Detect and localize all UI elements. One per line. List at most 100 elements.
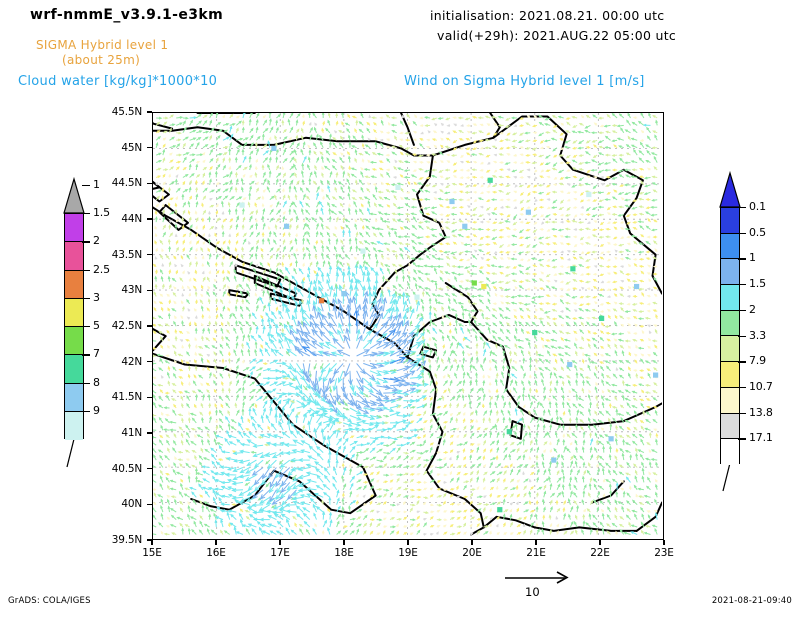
y-axis-label: 44.5N bbox=[111, 177, 142, 190]
wind-vector bbox=[563, 338, 571, 342]
wind-vector bbox=[159, 254, 164, 260]
wind-vector bbox=[329, 519, 333, 528]
wind-vector bbox=[269, 217, 274, 223]
wind-vector bbox=[538, 317, 544, 321]
wind-vector bbox=[404, 131, 411, 135]
wind-vector bbox=[416, 331, 426, 342]
wind-vector bbox=[202, 470, 210, 476]
wind-vector bbox=[546, 175, 551, 179]
wind-vector bbox=[199, 520, 204, 528]
wind-vector bbox=[463, 509, 468, 513]
wind-vector bbox=[598, 199, 604, 203]
wind-vector bbox=[483, 410, 488, 416]
wind-vector bbox=[174, 335, 178, 342]
wind-vector bbox=[326, 245, 331, 253]
wind-vector bbox=[449, 412, 454, 417]
wind-vector bbox=[182, 173, 189, 178]
wind-vector bbox=[565, 130, 571, 134]
wind-vector bbox=[476, 495, 484, 499]
wind-vector bbox=[289, 377, 296, 381]
colorbar-tick-label: 0.5 bbox=[749, 225, 766, 239]
wind-vector bbox=[376, 152, 384, 156]
wind-vector bbox=[363, 240, 371, 245]
wind-vector bbox=[562, 410, 566, 416]
wind-vector bbox=[492, 302, 497, 306]
wind-vector bbox=[586, 321, 591, 327]
wind-vector bbox=[402, 500, 406, 505]
wind-vector bbox=[229, 141, 232, 148]
wind-vector bbox=[413, 181, 418, 186]
wind-vector bbox=[227, 409, 231, 416]
wind-vector bbox=[255, 158, 259, 163]
wind-vector bbox=[560, 336, 565, 342]
wind-vector bbox=[564, 213, 571, 217]
wind-vector bbox=[546, 228, 551, 232]
wind-vector bbox=[615, 530, 619, 535]
wind-vector bbox=[173, 403, 177, 409]
wind-vector bbox=[175, 166, 180, 171]
wind-vector bbox=[440, 122, 444, 126]
wind-vector bbox=[369, 471, 375, 476]
wind-vector bbox=[585, 272, 591, 276]
wind-vector bbox=[645, 159, 651, 164]
wind-vector bbox=[276, 262, 280, 267]
map-plot-area[interactable] bbox=[152, 112, 664, 540]
wind-vector bbox=[605, 184, 611, 187]
wind-vector bbox=[478, 299, 484, 305]
cloud-water-cell bbox=[360, 248, 366, 254]
wind-vector bbox=[188, 486, 197, 491]
wind-vector bbox=[405, 191, 411, 194]
wind-vector bbox=[208, 171, 212, 178]
wind-vector bbox=[249, 388, 256, 394]
wind-vector bbox=[598, 485, 605, 491]
wind-vector bbox=[194, 314, 198, 319]
wind-vector bbox=[298, 267, 304, 275]
y-axis-tick bbox=[147, 325, 152, 327]
wind-vector bbox=[483, 439, 486, 446]
wind-vector bbox=[321, 195, 325, 200]
wind-vector bbox=[624, 389, 631, 394]
wind-vector bbox=[461, 349, 465, 357]
wind-vector bbox=[469, 532, 474, 536]
wind-vector bbox=[449, 477, 454, 483]
wind-vector bbox=[433, 196, 438, 201]
wind-vector bbox=[503, 316, 511, 320]
wind-vector bbox=[406, 113, 411, 119]
wind-vector bbox=[351, 271, 358, 282]
wind-vector bbox=[589, 446, 593, 453]
wind-vector bbox=[253, 459, 264, 468]
wind-vector bbox=[496, 471, 503, 476]
wind-vector bbox=[533, 206, 538, 211]
wind-vector bbox=[419, 142, 424, 149]
wind-vector bbox=[154, 255, 158, 260]
wind-vector bbox=[403, 404, 413, 409]
wind-vector bbox=[419, 116, 424, 120]
wind-vector bbox=[156, 167, 162, 171]
wind-vector bbox=[579, 213, 584, 216]
wind-vector bbox=[449, 524, 454, 528]
wind-vector bbox=[620, 127, 625, 134]
wind-vector bbox=[520, 408, 525, 416]
wind-vector bbox=[498, 183, 504, 187]
wind-vector bbox=[615, 424, 619, 431]
wind-vector bbox=[254, 141, 258, 148]
wind-vector bbox=[572, 279, 578, 283]
wind-vector bbox=[491, 145, 498, 149]
wind-vector bbox=[571, 115, 578, 119]
wind-vector bbox=[332, 233, 337, 238]
wind-vector bbox=[198, 529, 204, 535]
wind-vector bbox=[379, 267, 384, 275]
wind-vector bbox=[369, 424, 380, 431]
wind-vector bbox=[565, 293, 571, 297]
wind-vector bbox=[386, 247, 391, 253]
wind-vector bbox=[291, 449, 304, 454]
wind-vector bbox=[209, 113, 213, 119]
wind-vector bbox=[248, 407, 252, 416]
wind-vector bbox=[532, 264, 538, 268]
wind-vector bbox=[423, 480, 428, 484]
wind-vector bbox=[194, 255, 198, 260]
wind-vector bbox=[626, 492, 631, 498]
wind-vector bbox=[403, 525, 408, 529]
colorbar-tick bbox=[738, 284, 746, 286]
wind-vector bbox=[188, 186, 192, 193]
